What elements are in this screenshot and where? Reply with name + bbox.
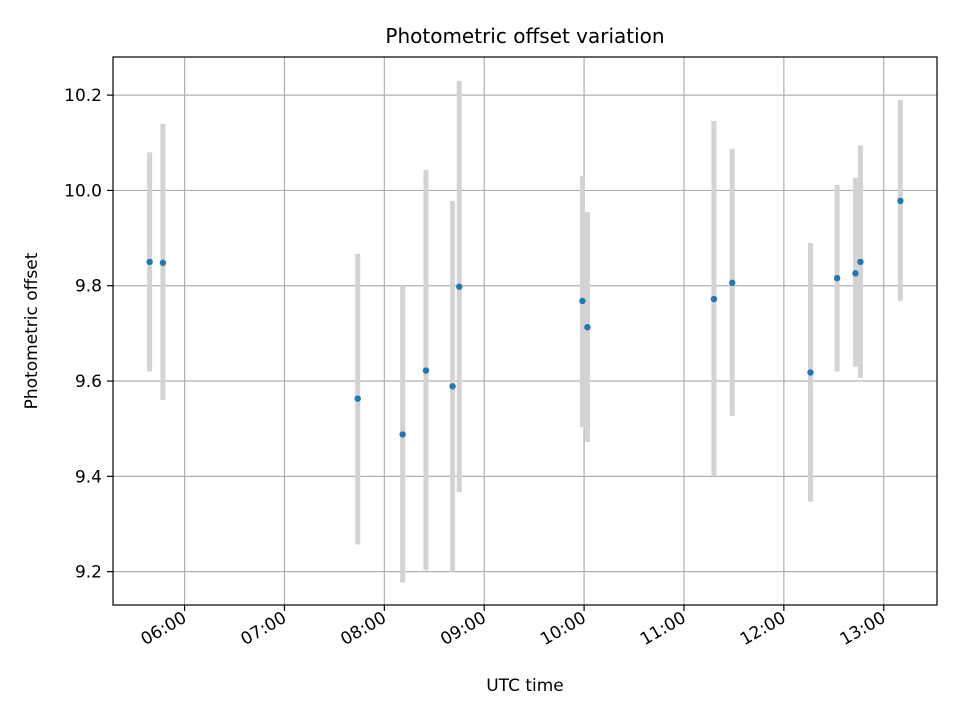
data-points xyxy=(146,197,904,438)
chart-title: Photometric offset variation xyxy=(385,24,664,48)
data-point xyxy=(449,383,456,390)
y-tick-label: 9.4 xyxy=(75,467,102,487)
data-point xyxy=(857,258,864,266)
y-tick-label: 10.2 xyxy=(64,86,102,106)
y-axis-label: Photometric offset xyxy=(22,252,42,409)
grid xyxy=(113,57,937,605)
y-tick-label: 9.2 xyxy=(75,563,102,583)
data-point xyxy=(422,367,430,374)
y-tick-label: 9.6 xyxy=(75,372,102,392)
data-point xyxy=(584,323,591,331)
data-point xyxy=(710,295,718,303)
data-point xyxy=(399,431,406,438)
data-point xyxy=(897,197,904,205)
plot-frame xyxy=(112,56,938,606)
y-tick-label: 9.8 xyxy=(75,277,102,297)
data-point xyxy=(146,258,153,266)
x-axis-label: UTC time xyxy=(486,676,564,696)
data-point xyxy=(807,369,814,376)
data-point xyxy=(456,283,463,290)
data-point xyxy=(833,274,841,282)
y-tick-label: 10.0 xyxy=(64,181,102,201)
data-point xyxy=(579,297,586,305)
y-axis-ticks: 9.2 9.4 9.6 9.8 10.0 10.2 xyxy=(64,86,113,583)
data-point xyxy=(729,279,736,287)
data-point xyxy=(852,270,859,277)
data-point xyxy=(159,259,167,267)
data-point xyxy=(354,395,361,402)
